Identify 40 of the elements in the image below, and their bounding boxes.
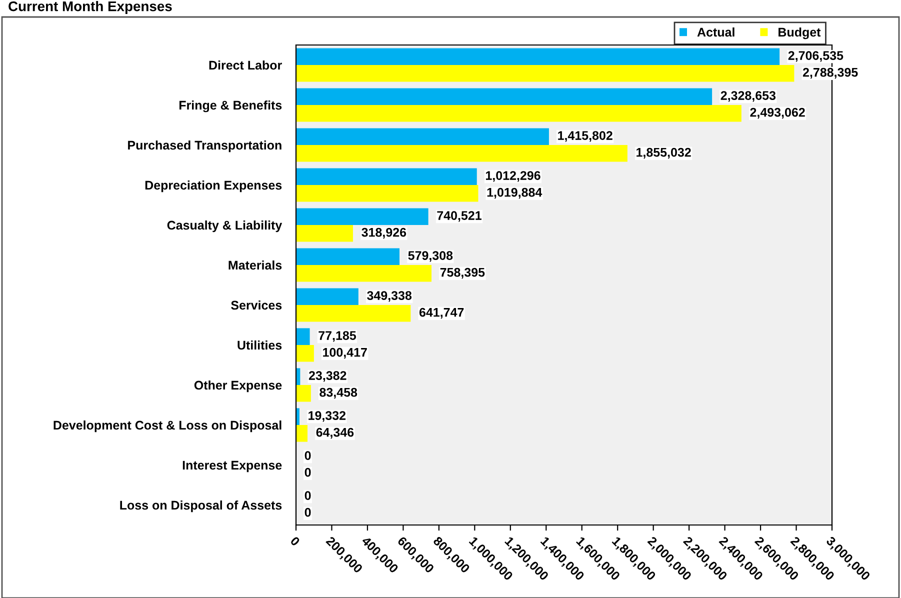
y-tick-label: Fringe & Benefits [179,100,282,112]
y-tick-label: Direct Labor [209,60,282,70]
text: Current Month Expenses [8,1,172,14]
y-tick-label: Interest Expense [182,460,282,472]
legend-label: Actual [697,27,734,37]
y-tick-label: Other Expense [194,380,282,392]
y-tick-label: Purchased Transportation [128,140,282,152]
y-tick-label: Materials [228,260,282,270]
y-tick-label: Utilities [238,340,282,350]
data-label: 0 [304,491,311,500]
data-label: 1,855,032 [636,148,691,159]
data-label: 0 [304,468,311,477]
y-tick-label: Loss on Disposal of Assets [120,500,282,512]
data-label: 64,346 [316,428,354,439]
y-tick-label: Services [231,300,282,310]
data-label: 2,706,535 [788,51,844,62]
data-label: 23,382 [308,371,346,382]
data-label: 1,415,802 [558,131,612,142]
data-label: 100,417 [323,348,367,359]
data-label: 318,926 [362,228,406,239]
y-tick-label: Depreciation Expenses [145,180,282,192]
y-tick-label: Development Cost & Loss on Disposal [54,420,282,432]
data-label: 19,332 [308,411,346,422]
x-tick-label: 0 [290,536,300,546]
data-label: 2,328,653 [720,91,776,102]
y-tick-label: Casualty & Liability [167,220,282,232]
data-label: 2,493,062 [750,108,805,119]
data-label: 579,308 [408,251,453,262]
data-label: 77,185 [318,331,356,342]
data-label: 1,019,884 [487,188,542,199]
data-label: 2,788,395 [802,68,858,79]
data-label: 758,395 [440,268,485,279]
data-label: 641,747 [419,308,464,319]
data-label: 740,521 [437,211,482,222]
data-label: 349,338 [367,291,412,302]
data-label: 0 [304,451,311,460]
data-label: 1,012,296 [486,171,540,182]
legend-label: Budget [778,27,821,40]
data-label: 0 [304,508,311,517]
data-label: 83,458 [320,388,358,399]
